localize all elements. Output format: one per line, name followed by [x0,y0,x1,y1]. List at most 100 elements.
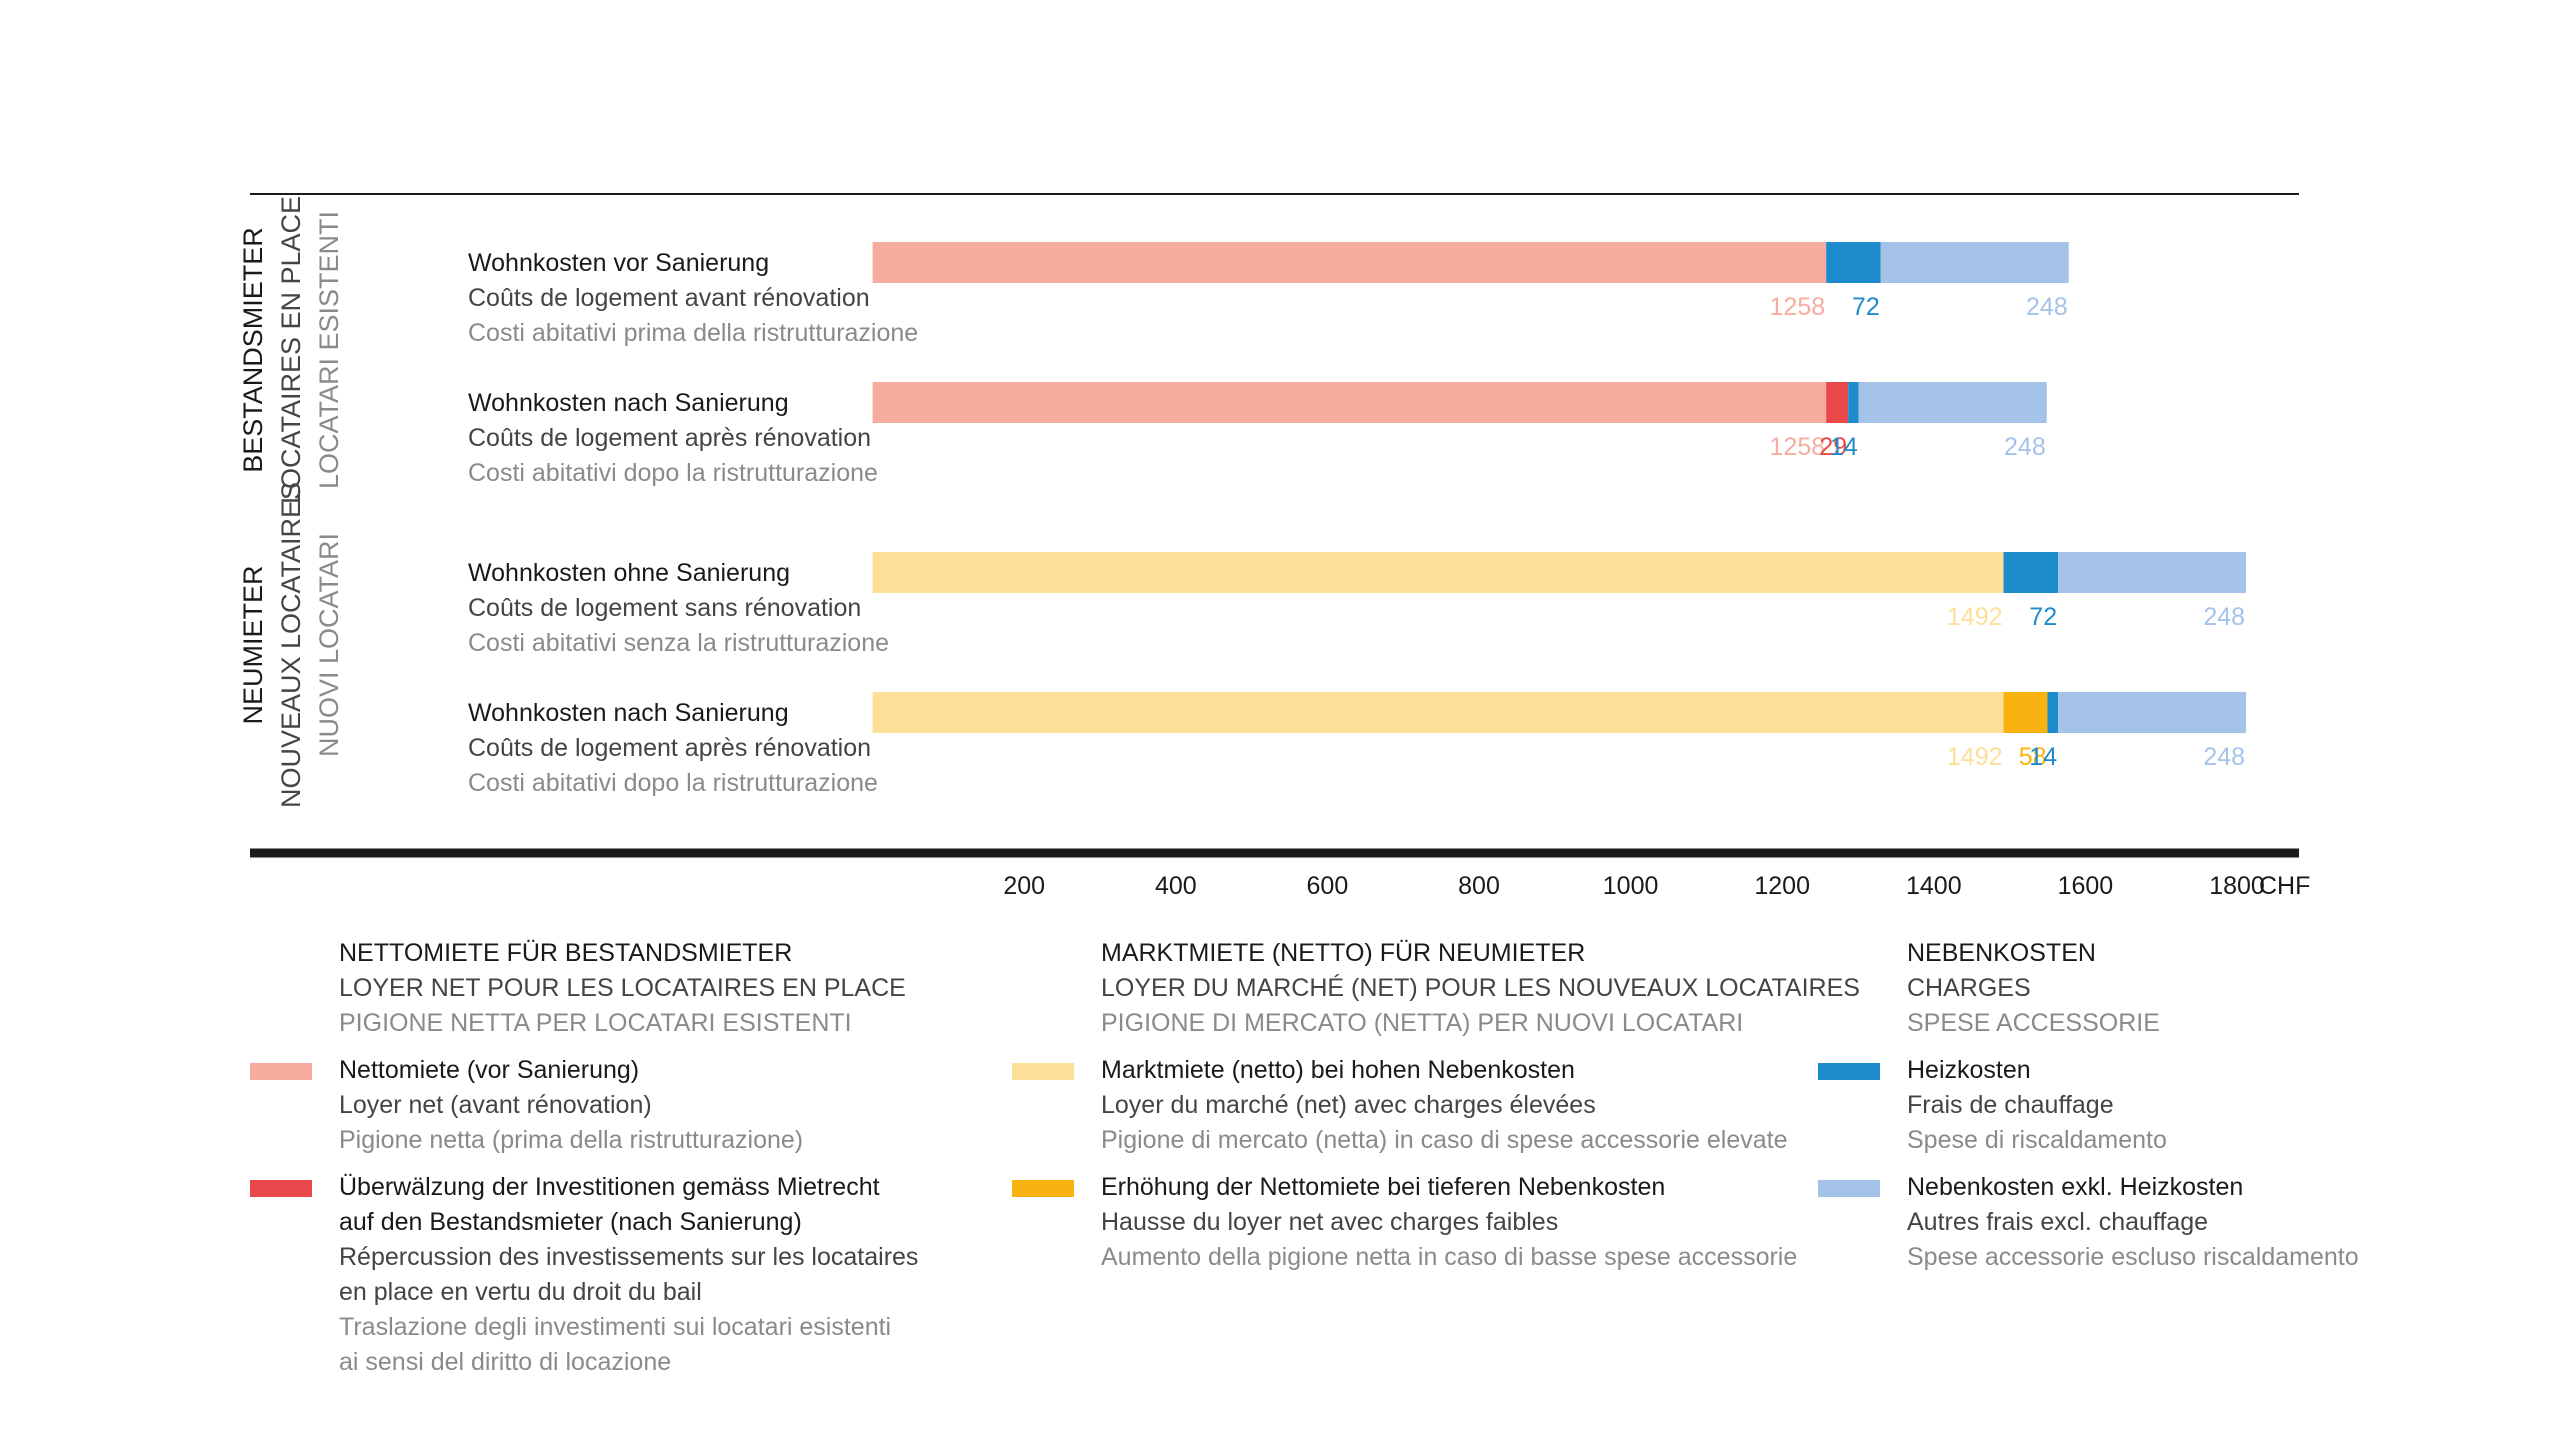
legend-swatch [1818,1063,1880,1080]
legend-item-text: Erhöhung der Nettomiete bei tieferen Neb… [1101,1173,1666,1201]
group-label: LOCATARI ESISTENTI [314,211,344,489]
row-label: Wohnkosten nach Sanierung [468,389,789,417]
legend-item-text: Nettomiete (vor Sanierung) [339,1056,640,1084]
legend-swatch [1012,1063,1074,1080]
bar-segment-heating [2047,692,2059,733]
bar-segment-heating [1826,242,1881,283]
value-label: 14 [2029,743,2057,771]
bar-segment-other-charges [2058,692,2247,733]
legend-item-text: en place en vertu du droit du bail [339,1278,702,1306]
legend-item-net-rent: Nettomiete (vor Sanierung) Loyer net (ava… [250,1053,979,1158]
x-axis-unit: CHF [2259,872,2310,900]
bar-segment-market-rent [872,552,2004,593]
legend-item-text: Pigione netta (prima della ristrutturazi… [339,1126,804,1154]
group-label: BESTANDSMIETER [238,227,268,473]
x-tick-label: 1600 [2058,872,2114,900]
legend-item-text: Heizkosten [1907,1056,2031,1084]
bar-segment-other-charges [1880,242,2069,283]
row-label: Costi abitativi dopo la ristrutturazione [468,769,878,797]
legend-item-other-charges: Nebenkosten exkl. Heizkosten Autres frais… [1818,1170,2527,1275]
legend-item-text: Spese accessorie escluso riscaldamento [1907,1243,2359,1271]
legend-item-text: ai sensi del diritto di locazione [339,1348,672,1376]
value-label: 248 [2026,293,2068,321]
legend-item-text: Pigione di mercato (netta) in caso di sp… [1101,1126,1788,1154]
row-label: Coûts de logement après rénovation [468,424,871,452]
legend-item-text: Spese di riscaldamento [1907,1126,2167,1154]
legend-item-market-rent: Marktmiete (netto) bei hohen Nebenkosten… [1012,1053,1821,1158]
legend-item-passthrough: Überwälzung der Investitionen gemäss Mie… [250,1170,979,1380]
value-label: 1492 [1947,603,2003,631]
row-label: Costi abitativi dopo la ristrutturazione [468,459,878,487]
row-label: Wohnkosten vor Sanierung [468,249,769,277]
legend-item-text: Marktmiete (netto) bei hohen Nebenkosten [1101,1056,1575,1084]
value-label: 58 [2019,743,2047,771]
legend-item-text: Nebenkosten exkl. Heizkosten [1907,1173,2244,1201]
legend-heading-line: NETTOMIETE FÜR BESTANDSMIETER [339,939,793,967]
value-label: 72 [1852,293,1880,321]
legend-swatch [250,1063,312,1080]
legend-item-text: Loyer du marché (net) avec charges élevé… [1101,1091,1596,1119]
row-label: Costi abitativi prima della ristrutturaz… [468,319,918,347]
legend-heading: NEBENKOSTEN CHARGES SPESE ACCESSORIE [1907,936,2527,1041]
bar-segment-passthrough [1826,382,1849,423]
legend-heading: MARKTMIETE (NETTO) FÜR NEUMIETER LOYER DU… [1101,936,1860,1041]
value-label: 72 [2029,603,2057,631]
legend-item-text: Traslazione degli investimenti sui locat… [339,1313,892,1341]
value-label: 248 [2004,433,2046,461]
legend-item-text: Répercussion des investissements sur les… [339,1243,919,1271]
group-label: NEUMIETER [238,565,268,724]
row-label: Costi abitativi senza la ristrutturazion… [468,629,889,657]
legend-heading-line: LOYER DU MARCHÉ (NET) POUR LES NOUVEAUX … [1101,974,1860,1002]
value-label: 29 [1819,433,1847,461]
value-label: 1258 [1770,293,1826,321]
legend-heading-line: NEBENKOSTEN [1907,939,2096,967]
row-label: Wohnkosten nach Sanierung [468,699,789,727]
legend-item-heating: Heizkosten Frais de chauffage Spese di ris… [1818,1053,2527,1158]
legend-item-text: Hausse du loyer net avec charges faibles [1101,1208,1559,1236]
legend-swatch [1012,1180,1074,1197]
value-label: 248 [2203,743,2245,771]
bar-segment-net-rent [872,382,1827,423]
bar-segment-heating [1848,382,1859,423]
value-label: 248 [2203,603,2245,631]
x-tick-label: 1800 [2209,872,2265,900]
row-label: Coûts de logement avant rénovation [468,284,870,312]
legend-heading-line: LOYER NET POUR LES LOCATAIRES EN PLACE [339,974,906,1002]
row-label: Wohnkosten ohne Sanierung [468,559,790,587]
group-label: NOUVEAUX LOCATAIRES [276,482,306,808]
x-tick-label: 1400 [1906,872,1962,900]
x-tick-label: 200 [1003,872,1045,900]
group-label: NUOVI LOCATARI [314,533,344,757]
value-label: 1492 [1947,743,2003,771]
legend-item-text: Loyer net (avant rénovation) [339,1091,652,1119]
legend-heading-line: PIGIONE NETTA PER LOCATARI ESISTENTI [339,1009,852,1037]
legend-item-text: Autres frais excl. chauffage [1907,1208,2209,1236]
value-label: 1258 [1770,433,1826,461]
legend-heading-line: PIGIONE DI MERCATO (NETTA) PER NUOVI LOC… [1101,1009,1744,1037]
legend-item-text: auf den Bestandsmieter (nach Sanierung) [339,1208,802,1236]
legend-column-charges: NEBENKOSTEN CHARGES SPESE ACCESSORIE Heizko… [1818,936,2527,1275]
x-tick-label: 1200 [1754,872,1810,900]
x-tick-label: 400 [1155,872,1197,900]
bar-segment-rent-increase [2003,692,2048,733]
legend-swatch [250,1180,312,1197]
x-tick-label: 800 [1458,872,1500,900]
bar-segment-net-rent [872,242,1827,283]
legend-heading-line: CHARGES [1907,974,2031,1002]
legend-heading-line: SPESE ACCESSORIE [1907,1009,2160,1037]
legend-item-rent-increase: Erhöhung der Nettomiete bei tieferen Neb… [1012,1170,1821,1275]
legend-heading-line: MARKTMIETE (NETTO) FÜR NEUMIETER [1101,939,1586,967]
x-tick-label: 600 [1307,872,1349,900]
group-label: LOCATAIRES EN PLACE [276,196,306,504]
legend-column-market-rent: MARKTMIETE (NETTO) FÜR NEUMIETER LOYER DU… [1012,936,1860,1275]
bar-segment-other-charges [2058,552,2247,593]
legend-item-text: Frais de chauffage [1907,1091,2114,1119]
legend-column-net-rent: NETTOMIETE FÜR BESTANDSMIETER LOYER NET P… [250,936,979,1380]
legend-item-text: Überwälzung der Investitionen gemäss Mie… [339,1173,880,1201]
row-label: Coûts de logement après rénovation [468,734,871,762]
bar-segment-other-charges [1858,382,2047,423]
bar-segment-market-rent [872,692,2004,733]
x-tick-label: 1000 [1603,872,1659,900]
bar-segment-heating [2003,552,2059,593]
